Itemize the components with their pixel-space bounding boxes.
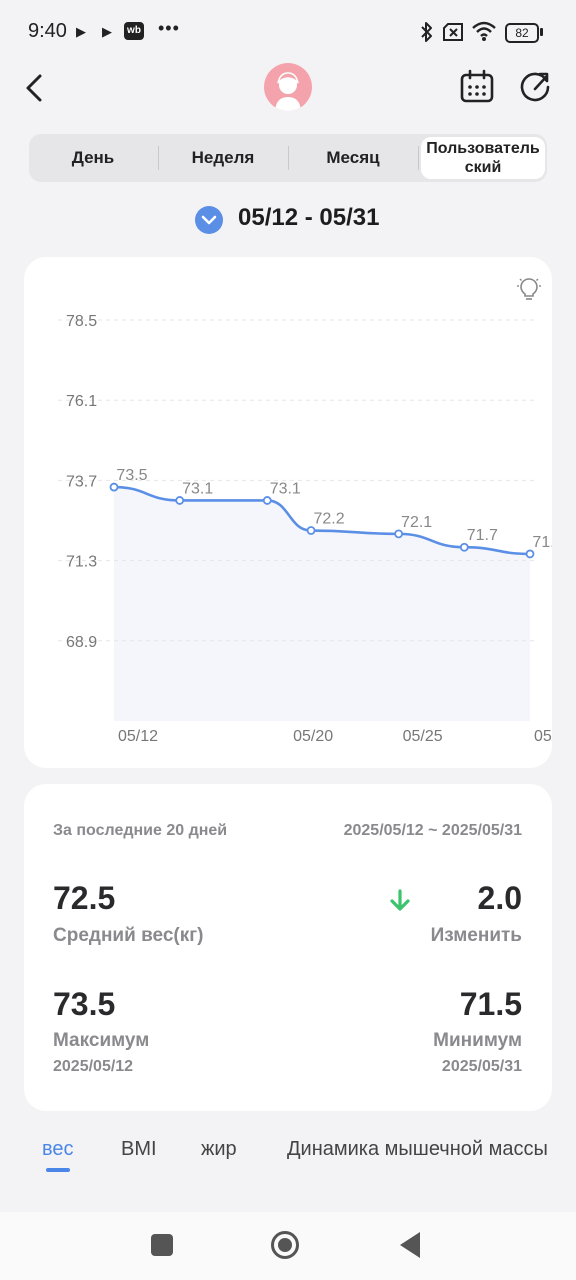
home-dot xyxy=(278,1238,292,1252)
period-label: За последние 20 дней xyxy=(53,822,228,839)
data-label: 71.5 xyxy=(532,534,552,551)
data-label: 72.1 xyxy=(401,514,432,531)
tab-month[interactable]: Месяц xyxy=(326,148,380,167)
metric-tabs: вес BMI жир Динамика мышечной массы xyxy=(0,1130,576,1180)
data-label: 71.7 xyxy=(467,527,498,544)
data-label: 73.1 xyxy=(270,480,301,497)
battery-icon: 82 xyxy=(505,23,539,43)
tab-bmi[interactable]: BMI xyxy=(121,1138,157,1160)
avg-weight-value: 72.5 xyxy=(53,880,116,916)
nav-back-button[interactable] xyxy=(400,1232,420,1258)
min-weight-value: 71.5 xyxy=(459,986,522,1022)
tab-day[interactable]: День xyxy=(71,148,115,167)
hint-lightbulb-button[interactable] xyxy=(516,276,542,303)
tab-muscle-dynamics[interactable]: Динамика мышечной массы xyxy=(287,1138,548,1160)
recents-button[interactable] xyxy=(151,1234,173,1256)
period-range: 2025/05/12 ~ 2025/05/31 xyxy=(343,822,522,839)
min-weight-label: Минимум xyxy=(433,1030,522,1051)
tab-divider xyxy=(418,146,419,170)
back-button[interactable] xyxy=(18,68,58,108)
chevron-left-icon xyxy=(26,74,42,102)
wb-app-icon: wb xyxy=(124,22,144,40)
max-weight-label: Максимум xyxy=(53,1030,150,1051)
user-avatar-icon xyxy=(275,72,301,111)
data-point xyxy=(525,549,535,559)
sim-off-icon xyxy=(443,23,463,41)
calendar-icon xyxy=(460,69,494,103)
battery-tip xyxy=(540,28,543,36)
data-point xyxy=(306,526,316,535)
data-label: 73.1 xyxy=(182,480,213,497)
avg-weight-label: Средний вес(кг) xyxy=(53,925,204,946)
wifi-icon xyxy=(472,21,496,41)
data-point xyxy=(262,496,272,505)
data-label: 73.5 xyxy=(116,467,147,484)
data-point xyxy=(459,542,469,552)
arrow-down-icon xyxy=(390,889,410,911)
more-notifications-icon: ••• xyxy=(158,18,180,38)
period-tabs: День Неделя Месяц Пользователь ский xyxy=(29,134,547,182)
data-point xyxy=(109,482,119,492)
y-tick-label: 73.7 xyxy=(66,473,97,490)
stats-card: За последние 20 дней 2025/05/12 ~ 2025/0… xyxy=(24,784,552,1111)
tab-custom[interactable]: Пользователь ский xyxy=(421,137,545,179)
tab-weight[interactable]: вес xyxy=(42,1138,74,1160)
data-point xyxy=(394,529,404,539)
home-button[interactable] xyxy=(271,1231,299,1259)
min-weight-date: 2025/05/31 xyxy=(441,1058,522,1075)
status-time: 9:40 xyxy=(28,20,67,42)
lightbulb-icon xyxy=(517,276,541,300)
tab-week[interactable]: Неделя xyxy=(191,148,255,167)
chart-area-fill xyxy=(114,487,530,721)
y-tick-label: 71.3 xyxy=(66,554,97,571)
weight-line-chart: 78.5 76.1 73.7 71.3 68.9 73.5 73.1 73.1 72.2 72.1… xyxy=(58,313,552,745)
max-weight-value: 73.5 xyxy=(53,986,116,1022)
y-tick-label: 76.1 xyxy=(66,393,97,410)
date-range-dropdown[interactable] xyxy=(195,206,223,234)
play-icon: ▶ xyxy=(76,24,86,39)
play-icon: ▶ xyxy=(102,24,112,39)
max-weight-date: 2025/05/12 xyxy=(53,1058,134,1075)
data-point xyxy=(175,496,185,505)
status-bar: 9:40 ▶ ▶ wb ••• 82 xyxy=(0,0,576,64)
x-tick-label: 05/12 xyxy=(118,728,158,745)
y-tick-label: 68.9 xyxy=(66,634,97,651)
change-label: Изменить xyxy=(430,925,522,946)
avatar[interactable] xyxy=(264,63,312,111)
x-tick-label: 05/31 xyxy=(534,728,552,745)
date-range-label[interactable]: 05/12 - 05/31 xyxy=(238,204,380,231)
bluetooth-icon xyxy=(421,22,432,42)
data-label: 72.2 xyxy=(313,511,344,528)
x-tick-label: 05/20 xyxy=(293,728,333,745)
refresh-button[interactable] xyxy=(516,68,554,106)
chevron-down-icon xyxy=(201,215,217,225)
change-value: 2.0 xyxy=(477,880,522,916)
active-tab-indicator xyxy=(46,1168,70,1172)
tab-divider xyxy=(158,146,159,170)
refresh-icon xyxy=(520,72,550,102)
system-nav-bar xyxy=(0,1212,576,1280)
y-tick-label: 78.5 xyxy=(66,313,97,330)
weight-chart-card: 78.5 76.1 73.7 71.3 68.9 73.5 73.1 73.1 72.2 72.1… xyxy=(24,257,552,768)
tab-divider xyxy=(288,146,289,170)
tab-fat[interactable]: жир xyxy=(201,1138,237,1160)
x-tick-label: 05/25 xyxy=(403,728,443,745)
calendar-button[interactable] xyxy=(458,68,496,106)
